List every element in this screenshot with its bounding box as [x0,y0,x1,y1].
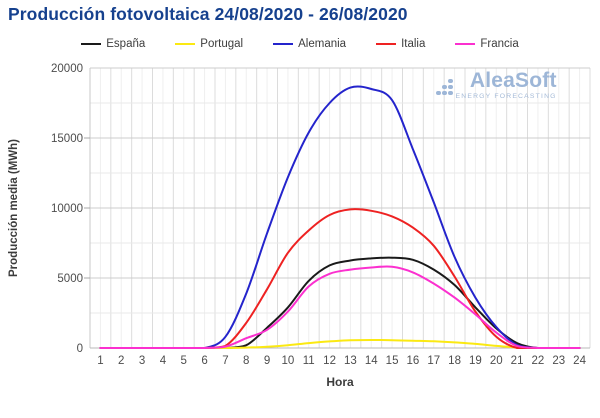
x-tick-label: 17 [427,355,440,367]
logo-tagline: ENERGY FORECASTING [455,93,557,100]
x-tick-label: 21 [511,355,524,367]
x-tick-label: 7 [222,355,228,367]
x-tick-label: 18 [448,355,461,367]
chart-title: Producción fotovoltaica 24/08/2020 - 26/… [8,4,408,24]
legend: España Portugal Alemania Italia Francia [0,38,600,50]
legend-swatch-francia [455,42,476,46]
aleasoft-logo: AleaSoft ENERGY FORECASTING [436,70,557,100]
x-tick-label: 6 [201,355,207,367]
x-tick-label: 24 [573,355,586,367]
x-tick-label: 16 [407,355,420,367]
y-tick-label: 5000 [57,273,83,285]
x-tick-label: 11 [303,355,315,367]
legend-swatch-espana [81,42,102,46]
y-tick-label: 20000 [51,63,83,75]
legend-label-alemania: Alemania [298,38,347,50]
x-tick-label: 14 [365,355,378,367]
x-tick-label: 10 [282,355,295,367]
legend-label-italia: Italia [401,38,426,50]
y-tick-label: 10000 [51,203,83,215]
x-axis-title: Hora [326,375,354,389]
legend-swatch-portugal [175,42,196,46]
x-tick-label: 15 [386,355,399,367]
series-line-francia [99,265,581,349]
x-tick-label: 1 [97,355,103,367]
y-tick-label: 15000 [51,133,83,145]
y-axis-title: Producción media (MWh) [8,139,20,277]
legend-item-italia: Italia [376,38,425,50]
x-tick-label: 19 [469,355,482,367]
x-tick-label: 2 [118,355,124,367]
x-tick-label: 3 [139,355,145,367]
x-tick-label: 13 [344,355,357,367]
x-tick-label: 12 [323,355,336,367]
legend-item-alemania: Alemania [273,38,346,50]
legend-label-espana: España [106,38,146,50]
legend-label-francia: Francia [480,38,519,50]
x-tick-label: 20 [490,355,503,367]
legend-item-francia: Francia [455,38,519,50]
legend-label-portugal: Portugal [200,38,244,50]
aleasoft-dots-icon [436,78,453,95]
logo-name: AleaSoft [469,69,557,92]
legend-item-espana: España [81,38,145,50]
x-tick-label: 5 [181,355,187,367]
legend-swatch-italia [376,42,397,46]
x-tick-label: 8 [243,355,249,367]
y-tick-label: 0 [77,343,83,355]
x-tick-label: 22 [532,355,545,367]
legend-swatch-alemania [273,42,294,46]
x-tick-label: 9 [264,355,270,367]
legend-item-portugal: Portugal [175,38,243,50]
x-tick-label: 23 [552,355,565,367]
x-tick-label: 4 [160,355,167,367]
